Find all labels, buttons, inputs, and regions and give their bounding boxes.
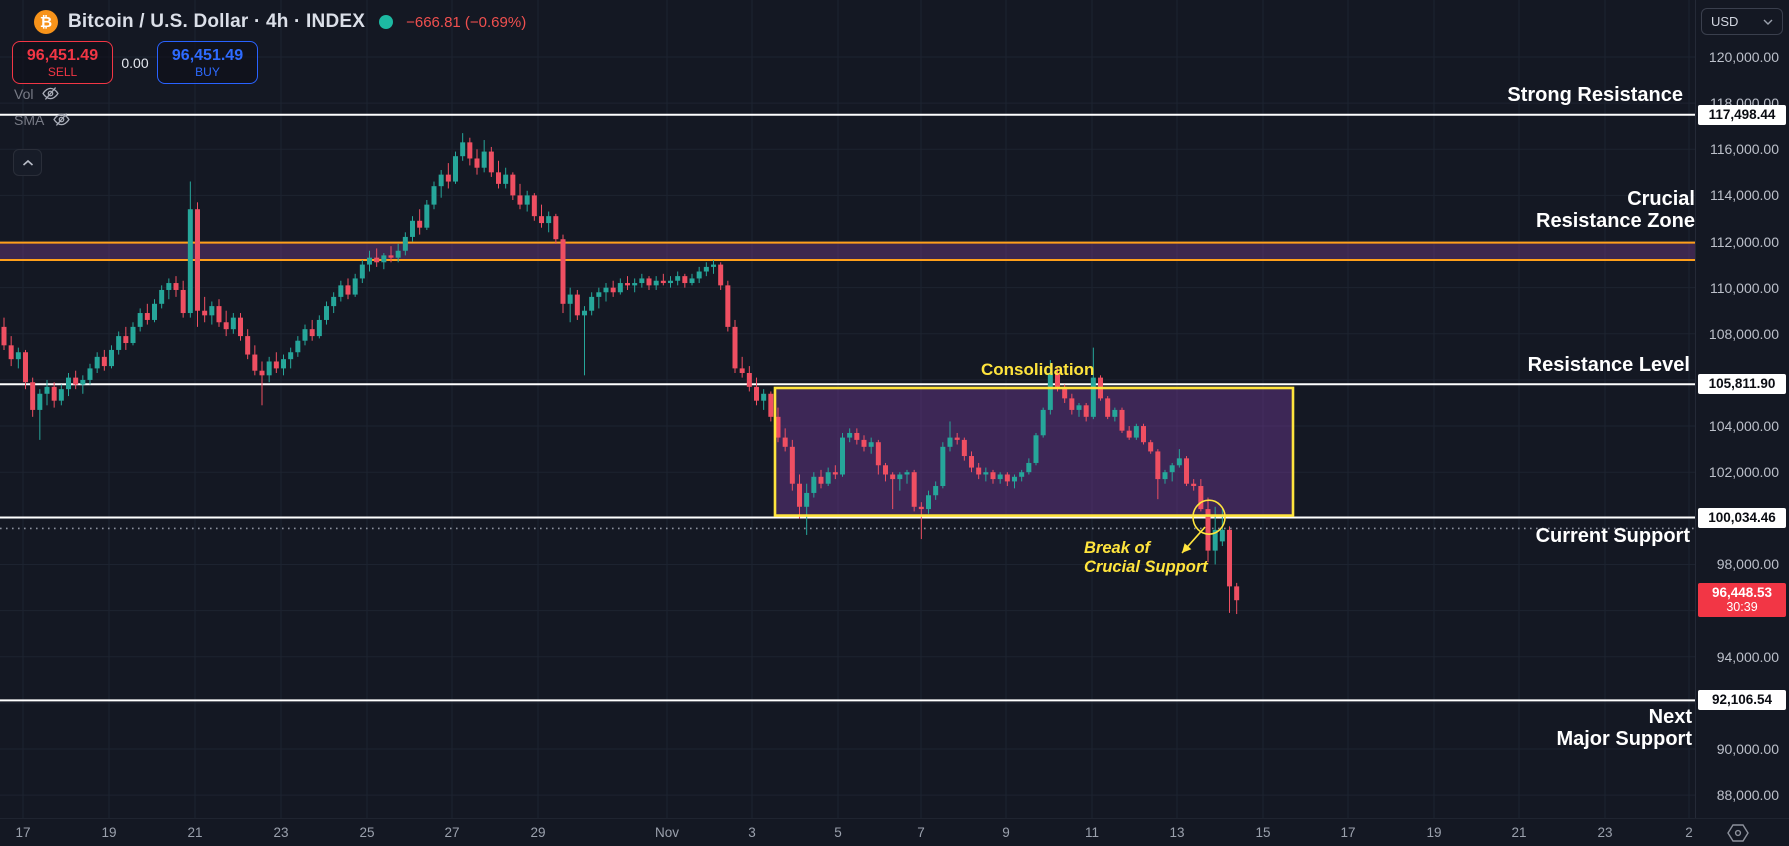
- indicator-row-sma: SMA: [14, 111, 71, 128]
- time-tick: 21: [1511, 825, 1527, 840]
- breakdown-arrow[interactable]: [1181, 526, 1206, 554]
- price-change: −666.81 (−0.69%): [406, 13, 527, 31]
- crucial-zone-label-line: Resistance Zone: [1536, 210, 1695, 232]
- level-price-label: 100,034.46: [1698, 507, 1786, 528]
- price-tick: 90,000.00: [1716, 740, 1779, 757]
- time-tick: 9: [1002, 825, 1010, 840]
- time-tick: Nov: [654, 825, 680, 840]
- collapse-legend-button[interactable]: [13, 149, 42, 176]
- price-tick: 116,000.00: [1709, 141, 1779, 158]
- level-price-label: 105,811.90: [1698, 374, 1786, 395]
- time-tick: 17: [15, 825, 31, 840]
- price-tick: 110,000.00: [1709, 279, 1779, 296]
- crucial-zone-label-line: Crucial: [1627, 188, 1695, 210]
- market-status-icon: [379, 15, 394, 29]
- symbol-header: ₿ Bitcoin / U.S. Dollar · 4h · INDEX −66…: [34, 8, 526, 36]
- chevron-down-icon: [1763, 19, 1773, 25]
- time-tick: 19: [1426, 825, 1442, 840]
- price-tick: 94,000.00: [1716, 648, 1779, 665]
- time-tick: 29: [530, 825, 546, 840]
- crucial-zone-label[interactable]: Crucial Resistance Zone: [1536, 188, 1695, 232]
- grid-lines: [0, 0, 1695, 818]
- price-chart-canvas[interactable]: [0, 0, 1695, 818]
- next-major-support-label-line: Next: [1648, 706, 1692, 728]
- sell-label: SELL: [47, 64, 78, 79]
- time-tick: 21: [187, 825, 203, 840]
- consolidation-label-line: Consolidation: [981, 360, 1095, 379]
- buy-price: 96,451.49: [171, 46, 244, 64]
- trade-buttons: 96,451.49 SELL 0.00 96,451.49 BUY: [12, 41, 258, 84]
- time-tick: 17: [1340, 825, 1356, 840]
- price-tick: 88,000.00: [1716, 787, 1779, 804]
- time-tick: 11: [1084, 825, 1100, 840]
- time-tick: 2: [1685, 825, 1693, 840]
- price-tick: 104,000.00: [1708, 418, 1779, 435]
- sma-hidden-eye-icon[interactable]: [53, 111, 71, 128]
- btc-glyph: ₿: [39, 13, 53, 31]
- break-of-support-label[interactable]: Break of Crucial Support: [1084, 539, 1208, 577]
- currency-label: USD: [1711, 14, 1739, 29]
- level-price-label: 117,498.44: [1698, 104, 1786, 125]
- buy-button[interactable]: 96,451.49 BUY: [157, 41, 258, 84]
- next-major-support-label[interactable]: Next Major Support: [1556, 706, 1692, 750]
- candles: [1, 133, 1240, 615]
- time-tick: 5: [834, 825, 842, 840]
- time-tick: 23: [273, 825, 289, 840]
- current-support-label-line: Current Support: [1535, 525, 1690, 547]
- strong-resistance-label-line: Strong Resistance: [1507, 84, 1683, 106]
- price-tick: 102,000.00: [1708, 464, 1779, 481]
- time-tick: 7: [917, 825, 925, 840]
- indicator-row-vol: Vol: [14, 85, 60, 102]
- consolidation-label[interactable]: Consolidation: [981, 360, 1094, 379]
- bar-countdown: 30:39: [1726, 600, 1758, 615]
- strong-resistance-label[interactable]: Strong Resistance: [1507, 84, 1683, 106]
- break-of-support-label-line: Crucial Support: [1084, 558, 1208, 576]
- bitcoin-logo-icon: ₿: [34, 10, 58, 34]
- time-tick: 27: [444, 825, 460, 840]
- currency-selector[interactable]: USD: [1701, 8, 1783, 35]
- vol-hidden-eye-icon[interactable]: [42, 85, 60, 102]
- buy-label: BUY: [195, 64, 220, 79]
- price-tick: 112,000.00: [1709, 233, 1779, 250]
- time-tick: 13: [1169, 825, 1185, 840]
- resistance-level-label[interactable]: Resistance Level: [1528, 354, 1690, 376]
- consolidation-box-border[interactable]: [773, 386, 1295, 517]
- time-tick: 19: [101, 825, 117, 840]
- crucial-resistance-zone[interactable]: [0, 241, 1695, 261]
- price-tick: 98,000.00: [1716, 556, 1779, 573]
- sell-button[interactable]: 96,451.49 SELL: [12, 41, 113, 84]
- price-tick: 108,000.00: [1708, 325, 1779, 342]
- time-axis[interactable]: 17 19 21 23 25 27 29 Nov 3 5 7 9 11 13 15 17 19 21 23 2: [0, 818, 1789, 846]
- last-price-value: 96,448.53: [1711, 585, 1773, 601]
- time-tick: 15: [1255, 825, 1271, 840]
- vol-indicator-label: Vol: [14, 85, 34, 102]
- sell-price: 96,451.49: [26, 46, 99, 64]
- time-tick: 25: [359, 825, 375, 840]
- spread-value: 0.00: [121, 54, 149, 71]
- current-support-label[interactable]: Current Support: [1536, 525, 1690, 547]
- next-major-support-label-line: Major Support: [1556, 728, 1692, 750]
- price-tick: 120,000.00: [1708, 49, 1779, 65]
- breakdown-circle[interactable]: [1192, 499, 1226, 535]
- resistance-level-label-line: Resistance Level: [1527, 354, 1690, 376]
- level-price-label: 92,106.54: [1698, 690, 1786, 711]
- price-axis[interactable]: USD 120,000.00 118,000.00 116,000.00 114,00…: [1695, 0, 1789, 818]
- last-price-label: 96,448.53 30:39: [1698, 583, 1786, 618]
- sma-indicator-label: SMA: [14, 111, 45, 128]
- symbol-title[interactable]: Bitcoin / U.S. Dollar · 4h · INDEX: [68, 11, 366, 32]
- price-tick: 114,000.00: [1709, 187, 1779, 204]
- time-tick: 3: [748, 825, 756, 840]
- chart-settings-hexagon-icon[interactable]: [1726, 823, 1750, 843]
- break-of-support-label-line: Break of: [1084, 539, 1151, 557]
- time-tick: 23: [1597, 825, 1613, 840]
